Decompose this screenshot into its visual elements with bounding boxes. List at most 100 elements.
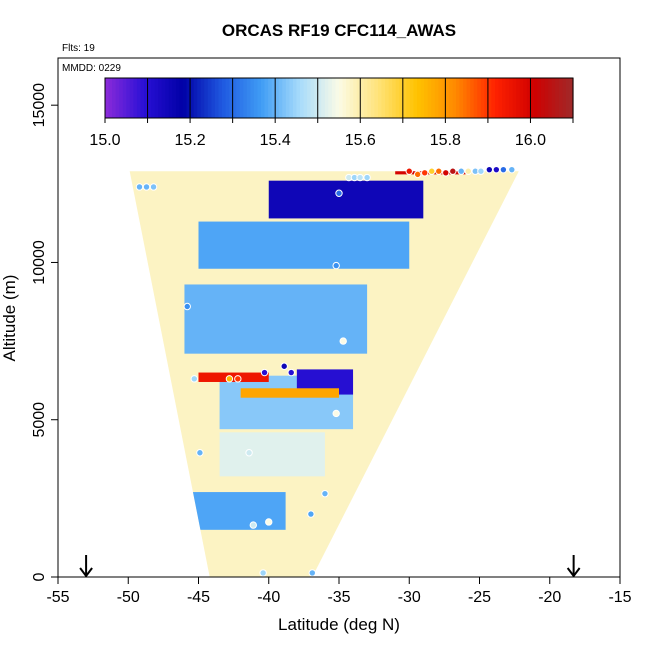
colorbar-swatch — [147, 78, 152, 118]
colorbar-swatch — [370, 78, 376, 118]
x-tick-label: -55 — [46, 589, 69, 606]
colorbar-swatch — [526, 78, 532, 118]
colorbar-swatch — [463, 78, 468, 118]
sample-point — [265, 518, 273, 526]
colorbar-swatch — [534, 78, 539, 118]
colorbar-swatch — [406, 78, 411, 118]
colorbar-swatch — [105, 78, 110, 118]
y-tick-label: 10000 — [31, 240, 48, 285]
sample-point — [499, 165, 508, 174]
colorbar-swatch — [541, 78, 546, 118]
colorbar-swatch — [452, 78, 457, 118]
colorbar-swatch — [243, 78, 248, 118]
x-axis: -55 -50 -45 -40 -35 -30 -25 -20 -15 — [46, 577, 632, 606]
colorbar-swatch — [487, 78, 493, 118]
colorbar-swatch — [211, 78, 216, 118]
sample-point — [485, 165, 494, 174]
sample-point — [149, 183, 158, 191]
colorbar-swatch — [342, 78, 347, 118]
colorbar-swatch — [438, 78, 443, 118]
colorbar-swatch — [222, 78, 227, 118]
colorbar-swatch — [569, 78, 574, 118]
colorbar-swatch — [374, 78, 379, 118]
sample-point — [321, 489, 329, 498]
flights-annotation: Flts: 19 — [62, 43, 95, 54]
sample-point — [332, 409, 340, 418]
colorbar-swatch — [317, 78, 322, 118]
colorbar-swatch — [168, 78, 173, 118]
colorbar-swatch — [204, 78, 209, 118]
sample-point — [421, 169, 429, 177]
colorbar-tick-label: 15.0 — [89, 132, 120, 149]
sample-point — [225, 375, 234, 383]
colorbar-swatch — [516, 78, 521, 118]
colorbar-swatch — [491, 78, 496, 118]
colorbar-swatch — [190, 78, 195, 118]
colorbar-swatch — [356, 78, 361, 118]
colorbar-swatch — [328, 78, 333, 118]
x-axis-label: Latitude (deg N) — [278, 615, 400, 634]
colorbar-swatch — [378, 78, 383, 118]
colorbar-swatch — [264, 78, 269, 118]
sample-point — [449, 167, 457, 175]
colorbar-swatch — [498, 78, 503, 118]
sample-point — [183, 302, 191, 311]
colorbar-swatch — [115, 78, 120, 118]
sample-point — [413, 170, 422, 179]
colorbar-swatch — [495, 78, 500, 118]
colorbar-swatch — [402, 78, 407, 118]
colorbar-swatch — [441, 78, 446, 118]
date-annotation: MMDD: 0229 — [62, 63, 121, 74]
colorbar-swatch — [200, 78, 205, 118]
sample-point — [492, 165, 501, 174]
colorbar-swatch — [175, 78, 181, 118]
sample-point — [234, 375, 242, 383]
colorbar-swatch — [239, 78, 244, 118]
sample-point — [428, 167, 436, 175]
colorbar-swatch — [119, 78, 124, 118]
colorbar-swatch — [300, 78, 305, 118]
sample-point — [190, 375, 198, 383]
colorbar-swatch — [250, 78, 255, 118]
y-tick-label: 5000 — [31, 402, 48, 438]
y-tick-label: 0 — [31, 572, 48, 581]
sample-point — [308, 569, 317, 577]
sample-point — [435, 167, 443, 175]
colorbar-swatch — [544, 78, 549, 118]
colorbar-swatch — [480, 78, 485, 118]
colorbar-swatch — [144, 78, 149, 118]
colorbar-swatch — [268, 78, 273, 118]
colorbar-swatch — [112, 78, 117, 118]
colorbar-swatch — [537, 78, 542, 118]
colorbar-swatch — [399, 78, 404, 118]
colorbar-swatch — [257, 78, 262, 118]
colorbar-swatch — [484, 78, 489, 118]
y-axis-label: Altitude (m) — [0, 275, 19, 362]
sample-point — [259, 569, 267, 577]
x-tick-label: -35 — [327, 589, 350, 606]
sample-point — [464, 167, 472, 175]
colorbar-swatch — [505, 78, 510, 118]
x-tick-label: -50 — [117, 589, 140, 606]
colorbar-tick-label: 16.0 — [515, 132, 546, 149]
colorbar-swatch — [335, 78, 340, 118]
colorbar-swatch — [126, 78, 131, 118]
colorbar-swatch — [140, 78, 145, 118]
colorbar-swatch — [186, 78, 191, 118]
colorbar-swatch — [548, 78, 553, 118]
colorbar-swatch — [207, 78, 212, 118]
colorbar-swatch — [477, 78, 482, 118]
field-band — [240, 388, 339, 398]
colorbar-swatch — [161, 78, 166, 118]
colorbar-swatch — [310, 78, 315, 118]
sample-point — [405, 167, 413, 175]
x-tick-label: -20 — [538, 589, 561, 606]
colorbar-tick-label: 15.8 — [430, 132, 461, 149]
colorbar-swatch — [409, 78, 415, 118]
colorbar-swatch — [392, 78, 397, 118]
colorbar-swatch — [434, 78, 439, 118]
colorbar-swatch — [331, 78, 337, 118]
sample-point — [249, 521, 257, 529]
colorbar-tick-label: 15.6 — [345, 132, 376, 149]
